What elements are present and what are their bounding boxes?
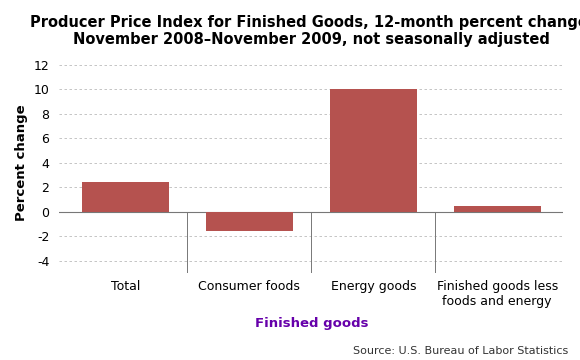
Text: Source: U.S. Bureau of Labor Statistics: Source: U.S. Bureau of Labor Statistics	[353, 346, 568, 356]
X-axis label: Finished goods: Finished goods	[255, 317, 368, 330]
Bar	[206, 212, 293, 231]
Bar	[82, 182, 169, 212]
Title: Producer Price Index for Finished Goods, 12-month percent change,
November 2008–: Producer Price Index for Finished Goods,…	[30, 15, 580, 48]
Y-axis label: Percent change: Percent change	[15, 104, 28, 221]
Bar	[454, 206, 541, 212]
Bar	[330, 89, 416, 212]
